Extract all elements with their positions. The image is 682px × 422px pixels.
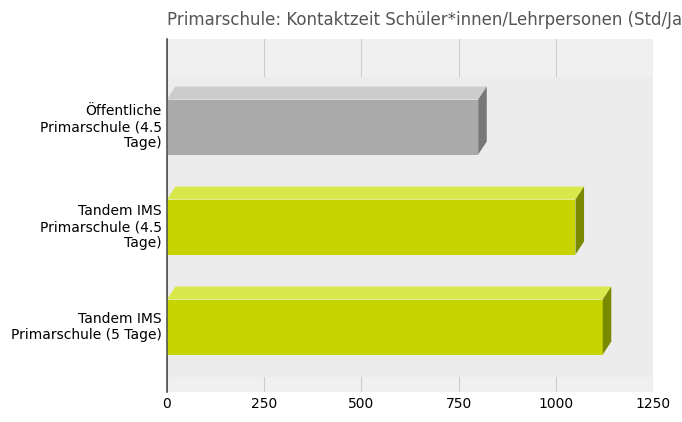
Polygon shape <box>167 100 478 154</box>
Polygon shape <box>167 287 611 300</box>
Polygon shape <box>167 187 584 200</box>
Polygon shape <box>167 177 653 277</box>
Polygon shape <box>167 277 653 377</box>
Polygon shape <box>603 287 611 354</box>
Text: Primarschule: Kontaktzeit Schüler*innen/Lehrpersonen (Std/Jahr): Primarschule: Kontaktzeit Schüler*innen/… <box>167 11 682 29</box>
Polygon shape <box>167 87 487 100</box>
Polygon shape <box>167 77 653 177</box>
Polygon shape <box>576 187 584 254</box>
Polygon shape <box>167 200 576 254</box>
Polygon shape <box>478 87 487 154</box>
Polygon shape <box>167 300 603 354</box>
